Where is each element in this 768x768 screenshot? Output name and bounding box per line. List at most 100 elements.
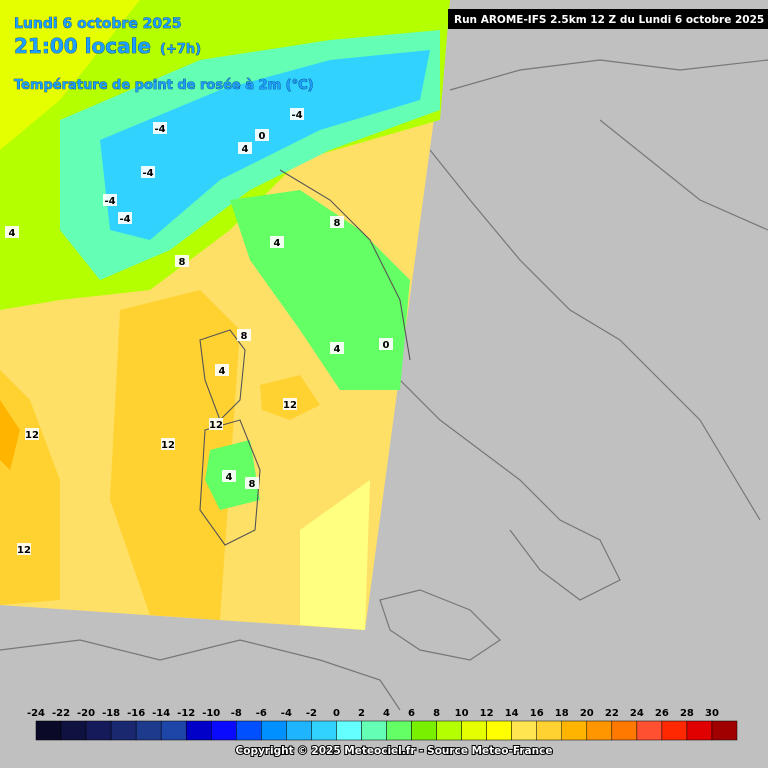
label-bg: [209, 418, 223, 430]
label-bg: [17, 543, 31, 555]
contour-label: 12: [25, 430, 39, 441]
color-swatch: [661, 720, 688, 741]
legend-tick: 12: [480, 708, 494, 719]
color-swatch: [110, 720, 137, 741]
color-swatch: [85, 720, 112, 741]
label-bg: [330, 342, 344, 354]
color-swatch: [336, 720, 362, 741]
legend-tick: 4: [383, 708, 390, 719]
contour-label: 12: [283, 400, 297, 411]
contour-label: 4: [242, 144, 249, 155]
color-swatch: [561, 720, 588, 741]
color-swatch: [686, 720, 713, 741]
color-swatch: [511, 720, 537, 741]
offset: (+7h): [160, 42, 201, 57]
legend-tick: 0: [333, 708, 340, 719]
color-swatch: [486, 720, 512, 741]
legend-tick: -16: [127, 708, 145, 719]
legend-tick: -20: [77, 708, 95, 719]
color-swatch: [361, 720, 387, 741]
legend-tick: 10: [455, 708, 469, 719]
contour-label: 0: [383, 340, 390, 351]
contour-label: 12: [209, 420, 223, 431]
label-bg: [290, 108, 304, 120]
color-swatch: [211, 720, 237, 741]
contour-label: 4: [219, 366, 226, 377]
legend-tick: -18: [102, 708, 120, 719]
color-swatch: [135, 720, 162, 741]
date: Lundi 6 octobre 2025: [14, 16, 182, 32]
color-swatch: [286, 720, 312, 741]
legend-tick: 18: [555, 708, 569, 719]
contour-label: -4: [142, 168, 153, 179]
legend-tick: 2: [358, 708, 365, 719]
legend-tick: -10: [202, 708, 220, 719]
variable: Température de point de rosée à 2m (°C): [14, 78, 314, 93]
contour-label: -4: [104, 196, 115, 207]
legend-tick: -2: [306, 708, 317, 719]
label-bg: [283, 398, 297, 410]
legend-tick: 28: [680, 708, 694, 719]
legend-tick: 20: [580, 708, 594, 719]
label-bg: [153, 122, 167, 134]
color-swatch: [261, 720, 287, 741]
color-swatch: [536, 720, 563, 741]
label-bg: [103, 194, 117, 206]
legend-tick: -12: [177, 708, 195, 719]
color-swatch: [386, 720, 412, 741]
color-swatch: [461, 720, 487, 741]
legend-tick: -22: [52, 708, 70, 719]
label-bg: [237, 329, 251, 341]
color-swatch: [436, 720, 462, 741]
legend-tick: -6: [256, 708, 267, 719]
legend-tick: -4: [281, 708, 292, 719]
contour-label: 0: [259, 131, 266, 142]
contour-label: 12: [17, 545, 31, 556]
contour-label: 4: [226, 472, 233, 483]
legend-tick: -14: [152, 708, 170, 719]
label-bg: [222, 470, 236, 482]
run-info: Run AROME-IFS 2.5km 12 Z du Lundi 6 octo…: [454, 14, 764, 26]
color-swatch: [236, 720, 262, 741]
legend-tick: 14: [505, 708, 519, 719]
contour-label: 4: [9, 228, 16, 239]
label-bg: [255, 129, 269, 141]
label-bg: [330, 216, 344, 228]
color-swatch: [35, 720, 62, 741]
color-legend: -24 -22 -20 -18 -16 -14 -12 -10 -8 -6 -4 -2 0 2 4 6 8 10 1…: [27, 708, 738, 741]
legend-tick: 24: [630, 708, 644, 719]
legend-tick: 6: [408, 708, 415, 719]
label-bg: [238, 142, 252, 154]
label-bg: [379, 338, 393, 350]
color-swatch: [636, 720, 663, 741]
label-bg: [161, 438, 175, 450]
color-swatch: [411, 720, 437, 741]
legend-tick: 26: [655, 708, 669, 719]
contour-label: -4: [154, 124, 165, 135]
label-bg: [215, 364, 229, 376]
color-swatch: [185, 720, 212, 741]
copyright: Copyright © 2025 Meteociel.fr - Source M…: [236, 745, 553, 757]
legend-tick: 16: [530, 708, 544, 719]
label-bg: [175, 255, 189, 267]
color-swatch: [60, 720, 87, 741]
contour-label: 8: [334, 218, 341, 229]
legend-tick: 30: [705, 708, 719, 719]
coastlines: [199, 169, 411, 546]
label-bg: [118, 212, 132, 224]
contour-label: 8: [241, 331, 248, 342]
legend-tick: 22: [605, 708, 619, 719]
color-swatch: [160, 720, 187, 741]
run-banner: [448, 9, 768, 29]
label-bg: [25, 428, 39, 440]
label-bg: [141, 166, 155, 178]
color-swatch: [311, 720, 337, 741]
color-swatch: [611, 720, 638, 741]
contour-label: 8: [179, 257, 186, 268]
label-bg: [270, 236, 284, 248]
contour-label: -4: [119, 214, 130, 225]
legend-tick: -8: [231, 708, 242, 719]
land-borders: [0, 59, 768, 711]
